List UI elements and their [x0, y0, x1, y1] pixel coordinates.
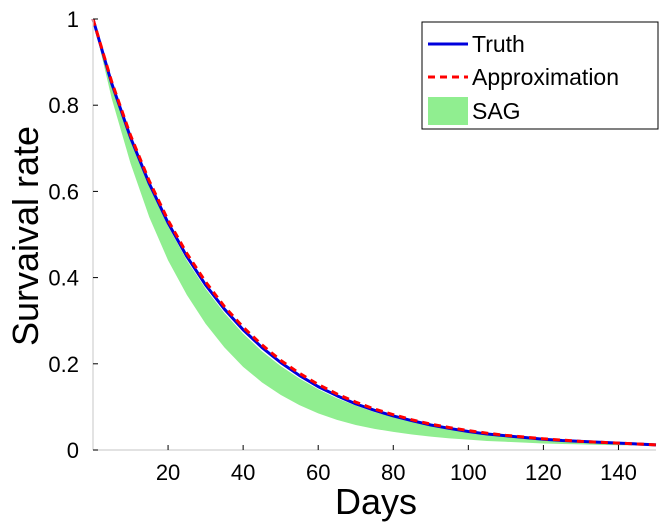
series-line-layer	[91, 18, 657, 447]
legend: Truth Approximation SAG	[421, 21, 659, 130]
approximation-line	[91, 18, 657, 447]
x-tick-label: 80	[381, 460, 405, 485]
y-tick-label: 0.4	[48, 266, 79, 291]
y-tick-label: 0.6	[48, 179, 79, 204]
y-axis-ticks: 0 0.2 0.4 0.6 0.8 1	[48, 7, 98, 463]
y-tick-label: 0	[67, 438, 79, 463]
x-tick-label: 120	[525, 460, 562, 485]
plot-area	[91, 18, 657, 447]
y-tick-label: 0.2	[48, 352, 79, 377]
y-axis-title: Survaival rate	[5, 126, 46, 346]
sag-band	[93, 19, 656, 446]
x-tick-label: 40	[231, 460, 255, 485]
x-tick-label: 100	[450, 460, 487, 485]
x-tick-label: 20	[156, 460, 180, 485]
y-tick-label: 0.8	[48, 93, 79, 118]
legend-approximation-label: Approximation	[472, 64, 619, 90]
truth-line	[91, 18, 657, 447]
legend-sag-label: SAG	[472, 98, 521, 124]
y-tick-label: 1	[67, 7, 79, 32]
axes: 20 40 60 80 100 120 140 0 0.2 0.4 0.6 0.8 1	[48, 7, 656, 485]
legend-sag-swatch	[428, 97, 468, 125]
legend-truth-label: Truth	[472, 31, 525, 57]
x-axis-title: Days	[335, 481, 417, 522]
x-tick-label: 140	[600, 460, 637, 485]
x-axis-ticks: 20 40 60 80 100 120 140	[156, 445, 637, 485]
x-tick-label: 60	[306, 460, 330, 485]
sag-band-layer	[93, 19, 656, 446]
